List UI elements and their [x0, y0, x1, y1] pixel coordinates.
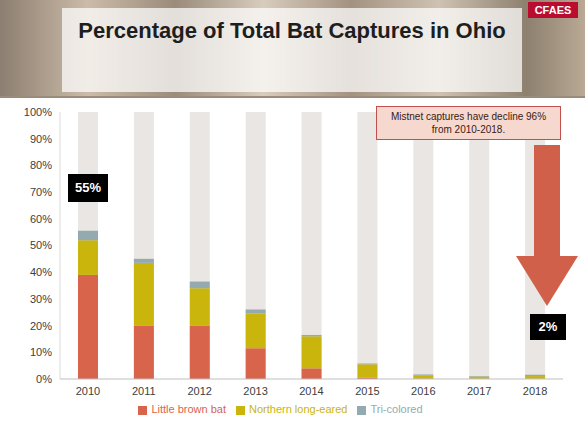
svg-text:90%: 90% — [30, 133, 52, 145]
svg-text:70%: 70% — [30, 186, 52, 198]
svg-text:20%: 20% — [30, 320, 52, 332]
svg-text:10%: 10% — [30, 346, 52, 358]
html-text:Mistnet captures have decline: Mistnet captures have decline 96% from 2… — [391, 111, 546, 135]
html-text:Tri-colored: Tri-colored — [370, 403, 423, 415]
svg-text:2015: 2015 — [355, 385, 379, 397]
svg-text:2014: 2014 — [299, 385, 323, 397]
svg-text:2017: 2017 — [467, 385, 491, 397]
svg-text:2016: 2016 — [411, 385, 435, 397]
svg-text:2013: 2013 — [243, 385, 267, 397]
svg-text:0%: 0% — [36, 373, 52, 385]
html-text:Percentage of Total Bat Captur: Percentage of Total Bat Captures in Ohio — [78, 18, 506, 43]
svg-text:80%: 80% — [30, 159, 52, 171]
svg-text:2010: 2010 — [76, 385, 100, 397]
svg-text:2011: 2011 — [132, 385, 156, 397]
svg-text:60%: 60% — [30, 213, 52, 225]
svg-text:2018: 2018 — [523, 385, 547, 397]
svg-text:100%: 100% — [24, 106, 52, 118]
svg-text:40%: 40% — [30, 266, 52, 278]
html-text:2%: 2% — [538, 319, 558, 334]
svg-text:50%: 50% — [30, 239, 52, 251]
svg-text:30%: 30% — [30, 293, 52, 305]
html-text:Little brown bat: Little brown bat — [151, 403, 226, 415]
html-text:Northern long-eared: Northern long-eared — [249, 403, 348, 415]
svg-text:2012: 2012 — [187, 385, 211, 397]
html-text:CFAES: CFAES — [534, 4, 572, 16]
html-text:55%: 55% — [75, 180, 101, 195]
